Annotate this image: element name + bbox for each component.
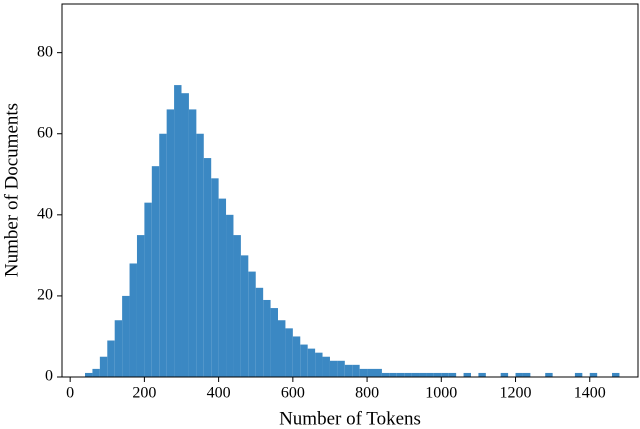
bar [278, 320, 286, 377]
x-tick-label: 200 [132, 385, 156, 402]
bar [233, 235, 241, 377]
y-tick-label: 60 [37, 124, 53, 141]
bar [337, 360, 345, 377]
bar [218, 198, 227, 377]
bar [211, 178, 219, 377]
bar [263, 299, 271, 377]
bar [329, 360, 338, 377]
bar [589, 372, 598, 377]
y-tick-label: 20 [37, 287, 53, 304]
bar [411, 372, 420, 377]
plot-frame [61, 3, 639, 378]
bar [300, 344, 308, 377]
bar [515, 372, 523, 377]
bar [99, 356, 108, 377]
bar [374, 368, 382, 377]
bar [181, 93, 189, 378]
bar [188, 109, 197, 378]
bar [151, 166, 160, 377]
x-tick-label: 1400 [574, 385, 606, 402]
bar [426, 372, 434, 377]
bar [433, 372, 442, 377]
x-tick-label: 1200 [500, 385, 532, 402]
bar [114, 320, 123, 377]
bar [419, 372, 427, 377]
bar [441, 372, 449, 377]
bar [285, 328, 293, 377]
bar [226, 214, 234, 377]
y-tick-label: 80 [37, 43, 53, 60]
bar [315, 352, 323, 377]
bar [522, 372, 531, 377]
bar [404, 372, 412, 377]
bar [359, 368, 368, 377]
bar [122, 295, 130, 377]
x-tick-label: 800 [355, 385, 379, 402]
bar [307, 348, 316, 377]
bar [500, 372, 509, 377]
y-tick-label: 40 [37, 205, 53, 222]
x-axis-label: Number of Tokens [279, 408, 421, 429]
bar [144, 202, 152, 377]
bar [203, 158, 212, 377]
bar [322, 356, 330, 377]
bar [92, 368, 100, 377]
bar [159, 133, 167, 377]
x-tick-label: 0 [66, 385, 74, 402]
bar [240, 255, 249, 377]
bar [463, 372, 471, 377]
bar [255, 287, 264, 377]
bar [574, 372, 583, 377]
bar [448, 372, 457, 377]
y-tick-label: 0 [45, 368, 53, 385]
bar [107, 340, 115, 377]
x-tick-label: 400 [207, 385, 231, 402]
bar [612, 372, 620, 377]
bar [166, 109, 175, 378]
bar [174, 85, 182, 377]
bar [381, 372, 390, 377]
bar [396, 372, 405, 377]
bar [352, 364, 360, 377]
bar [344, 364, 353, 377]
bar [478, 372, 486, 377]
bar [389, 372, 397, 377]
x-tick-label: 600 [281, 385, 305, 402]
bar [270, 308, 278, 377]
y-axis-label: Number of Documents [1, 103, 22, 277]
x-tick-label: 1000 [425, 385, 457, 402]
bar [196, 133, 204, 377]
bar [292, 336, 301, 377]
bar [85, 372, 93, 377]
bar [136, 235, 145, 377]
bar [129, 263, 137, 377]
bar [367, 368, 375, 377]
bar [248, 271, 256, 377]
bar [545, 372, 553, 377]
